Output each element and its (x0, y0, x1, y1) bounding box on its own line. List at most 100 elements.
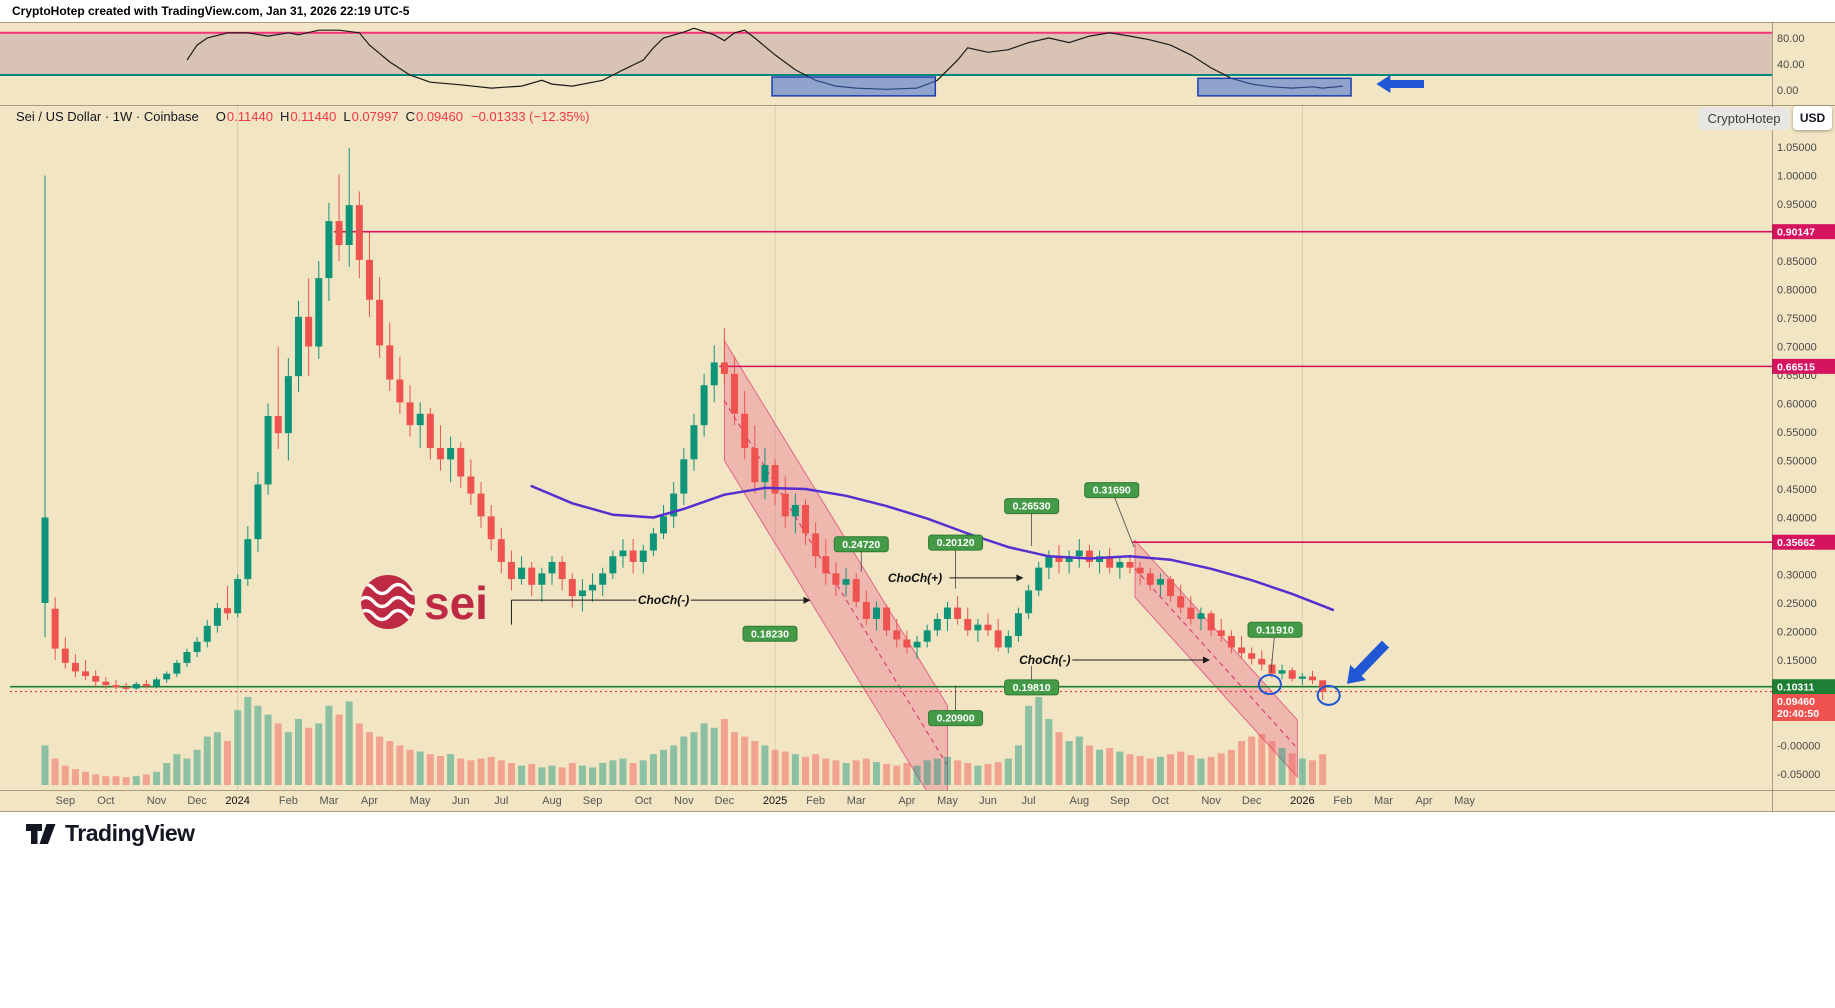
bar-countdown-label: 20:40:50 (1777, 708, 1819, 720)
volume-bar (153, 771, 161, 785)
volume-bar (933, 758, 941, 785)
month-axis-label: Feb (806, 795, 825, 807)
pivot-badge: 0.20120 (928, 534, 984, 589)
candle-body (943, 607, 951, 619)
candle-body (396, 379, 404, 403)
chart-canvas[interactable]: sei 0.18230 0.24720 0.20120 0.26530 0.31690 0.… (0, 22, 1835, 812)
choch-annotation[interactable]: ChoCh(-) (510, 591, 811, 625)
volume-bar (1217, 753, 1225, 785)
volume-bar (477, 758, 485, 785)
volume-bar (447, 754, 455, 785)
candle-body (365, 259, 373, 300)
volume-bar (842, 763, 850, 785)
candle-body (1025, 590, 1033, 614)
candle-body (1177, 596, 1185, 608)
candle-body (791, 504, 799, 517)
volume-bar (467, 760, 475, 785)
volume-bar (163, 763, 171, 785)
volume-bar (193, 749, 201, 785)
price-scale[interactable]: 80.00 40.00 0.00 1.05000 1.00000 0.95000 0.850… (1772, 33, 1835, 781)
volume-bar (254, 705, 262, 785)
volume-bar (700, 723, 708, 785)
candle-body (1045, 556, 1053, 568)
chart-background (0, 22, 1835, 812)
volume-bar (1096, 749, 1104, 785)
volume-bar (1248, 736, 1256, 785)
volume-bar (112, 776, 120, 785)
badge-box (928, 710, 984, 727)
candle-body (92, 675, 100, 682)
currency-toggle-button[interactable]: USD (1793, 106, 1832, 130)
oscillator-left-arrow[interactable] (1376, 75, 1424, 93)
volume-bar (1167, 754, 1175, 785)
candle-body (872, 607, 880, 619)
candle-body (447, 447, 455, 460)
candle-body (1268, 664, 1276, 674)
price-scale-label: 0.85000 (1777, 256, 1817, 268)
price-line-label-box (1772, 224, 1835, 240)
price-pane[interactable]: sei 0.18230 0.24720 0.20120 0.26530 0.31690 0.… (10, 105, 1772, 812)
oversold-highlight-box[interactable] (771, 76, 937, 97)
tradingview-logo-icon[interactable] (26, 821, 56, 847)
candle-body (1106, 556, 1114, 568)
volume-bar (872, 762, 880, 785)
low-label: L (343, 108, 351, 124)
volume-layer (41, 697, 1327, 785)
candle-body (153, 679, 161, 687)
candle-body (1217, 630, 1225, 637)
badge-box (1004, 679, 1060, 696)
volume-bar (284, 732, 292, 785)
candle-body (325, 221, 333, 279)
candle-body (1055, 556, 1063, 562)
badge-box (742, 625, 798, 642)
volume-bar (1085, 745, 1093, 785)
price-scale-label: 0.60000 (1777, 399, 1817, 411)
volume-bar (862, 758, 870, 785)
volume-bar (396, 745, 404, 785)
symbol-title[interactable]: Sei / US Dollar · 1W · Coinbase (16, 108, 199, 124)
month-axis-label: May (1454, 795, 1475, 807)
volume-bar (832, 760, 840, 785)
pivot-badge: 0.18230 (742, 625, 798, 642)
choch-annotation[interactable]: ChoCh(+) (886, 569, 1024, 587)
volume-bar (710, 727, 718, 785)
volume-bar (1298, 758, 1306, 785)
candle-body (639, 550, 647, 562)
oscillator-pane[interactable] (0, 27, 1772, 97)
volume-bar (325, 705, 333, 785)
oversold-highlight-box[interactable] (1197, 77, 1352, 97)
blue-arrow-annotation[interactable] (1347, 640, 1390, 684)
volume-bar (203, 736, 211, 785)
volume-bar (345, 701, 353, 785)
badge-text: 0.31690 (1093, 485, 1131, 497)
price-scale-label: 0.50000 (1777, 456, 1817, 468)
highlight-circle[interactable] (1257, 674, 1282, 696)
sei-wave-line (361, 595, 415, 609)
tradingview-brand-text[interactable]: TradingView (65, 820, 195, 846)
volume-bar (1045, 719, 1053, 785)
volume-bar (558, 767, 566, 785)
time-axis[interactable]: Sep Oct Nov Dec 2024 Feb Mar Apr May Jun Jul Aug Sep… (55, 795, 1475, 807)
choch-annotation[interactable]: ChoCh(-) (1017, 651, 1210, 669)
volume-bar (213, 732, 221, 785)
oscillator-scale-label: 80.00 (1777, 33, 1805, 45)
candle-body (568, 579, 576, 597)
volume-bar (457, 758, 465, 785)
candle-body (1197, 613, 1205, 619)
volume-bar (812, 754, 820, 785)
month-axis-label: Apr (361, 795, 378, 807)
highlight-circle[interactable] (1316, 684, 1341, 706)
candle-body (1116, 561, 1124, 568)
sei-wave-line (361, 582, 415, 596)
choch-label: ChoCh(+) (888, 571, 942, 585)
candle-body (1238, 647, 1246, 654)
volume-bar (132, 776, 140, 785)
candle-body (254, 484, 262, 540)
volume-bar (376, 736, 384, 785)
volume-bar (416, 751, 424, 785)
candle-body (507, 561, 515, 580)
volume-bar (802, 756, 809, 785)
candle-body (467, 476, 475, 494)
choch-arrowhead (803, 596, 811, 604)
